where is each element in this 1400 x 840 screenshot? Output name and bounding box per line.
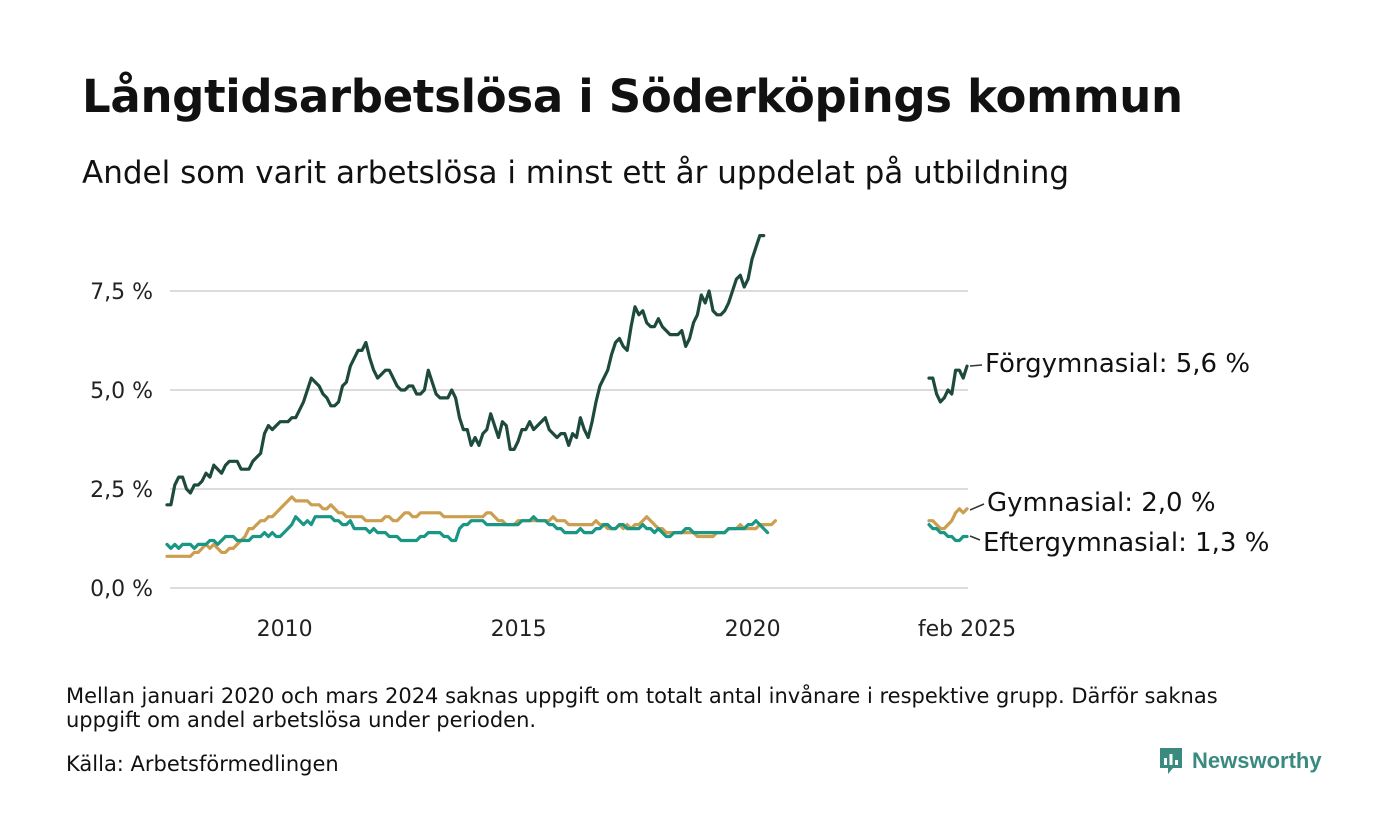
label-leader [969, 535, 981, 541]
series-label-eftergymnasial: Eftergymnasial: 1,3 % [983, 528, 1269, 558]
chart-title: Långtidsarbetslösa i Söderköpings kommun [82, 70, 1183, 123]
series-line-gymnasial [927, 507, 969, 531]
series-labels: Förgymnasial: 5,6 % Gymnasial: 2,0 % Efter… [969, 349, 1269, 558]
series-label-förgymnasial: Förgymnasial: 5,6 % [985, 349, 1250, 379]
y-tick-label: 2,5 % [90, 478, 153, 503]
footnote: Mellan januari 2020 och mars 2024 saknas… [66, 684, 1218, 732]
source-note: Källa: Arbetsförmedlingen [66, 752, 339, 776]
series-line-förgymnasial [165, 234, 766, 507]
brand-name: Newsworthy [1192, 748, 1322, 773]
x-tick-label: 2010 [257, 617, 313, 642]
brand-logo: Newsworthy [1158, 746, 1322, 776]
y-axis-labels: 0,0 % 2,5 % 5,0 % 7,5 % [90, 280, 153, 602]
series-label-gymnasial: Gymnasial: 2,0 % [987, 488, 1216, 518]
label-leader [969, 364, 983, 367]
chart-subtitle: Andel som varit arbetslösa i minst ett å… [82, 155, 1070, 191]
series-line-gymnasial [165, 495, 778, 558]
newsworthy-logo-icon [1160, 748, 1182, 774]
y-tick-label: 0,0 % [90, 577, 153, 602]
label-leader [969, 503, 985, 511]
series-line-eftergymnasial [165, 515, 770, 551]
x-tick-label: 2015 [491, 617, 547, 642]
y-tick-label: 7,5 % [90, 280, 153, 305]
x-tick-label: 2020 [725, 617, 781, 642]
x-tick-label: feb 2025 [918, 617, 1016, 642]
y-tick-label: 5,0 % [90, 379, 153, 404]
series-line-förgymnasial [927, 364, 969, 404]
series-line-eftergymnasial [927, 522, 969, 543]
series-lines [165, 234, 969, 558]
gridlines [170, 290, 968, 589]
x-axis-labels: 2010 2015 2020 feb 2025 [257, 617, 1017, 642]
